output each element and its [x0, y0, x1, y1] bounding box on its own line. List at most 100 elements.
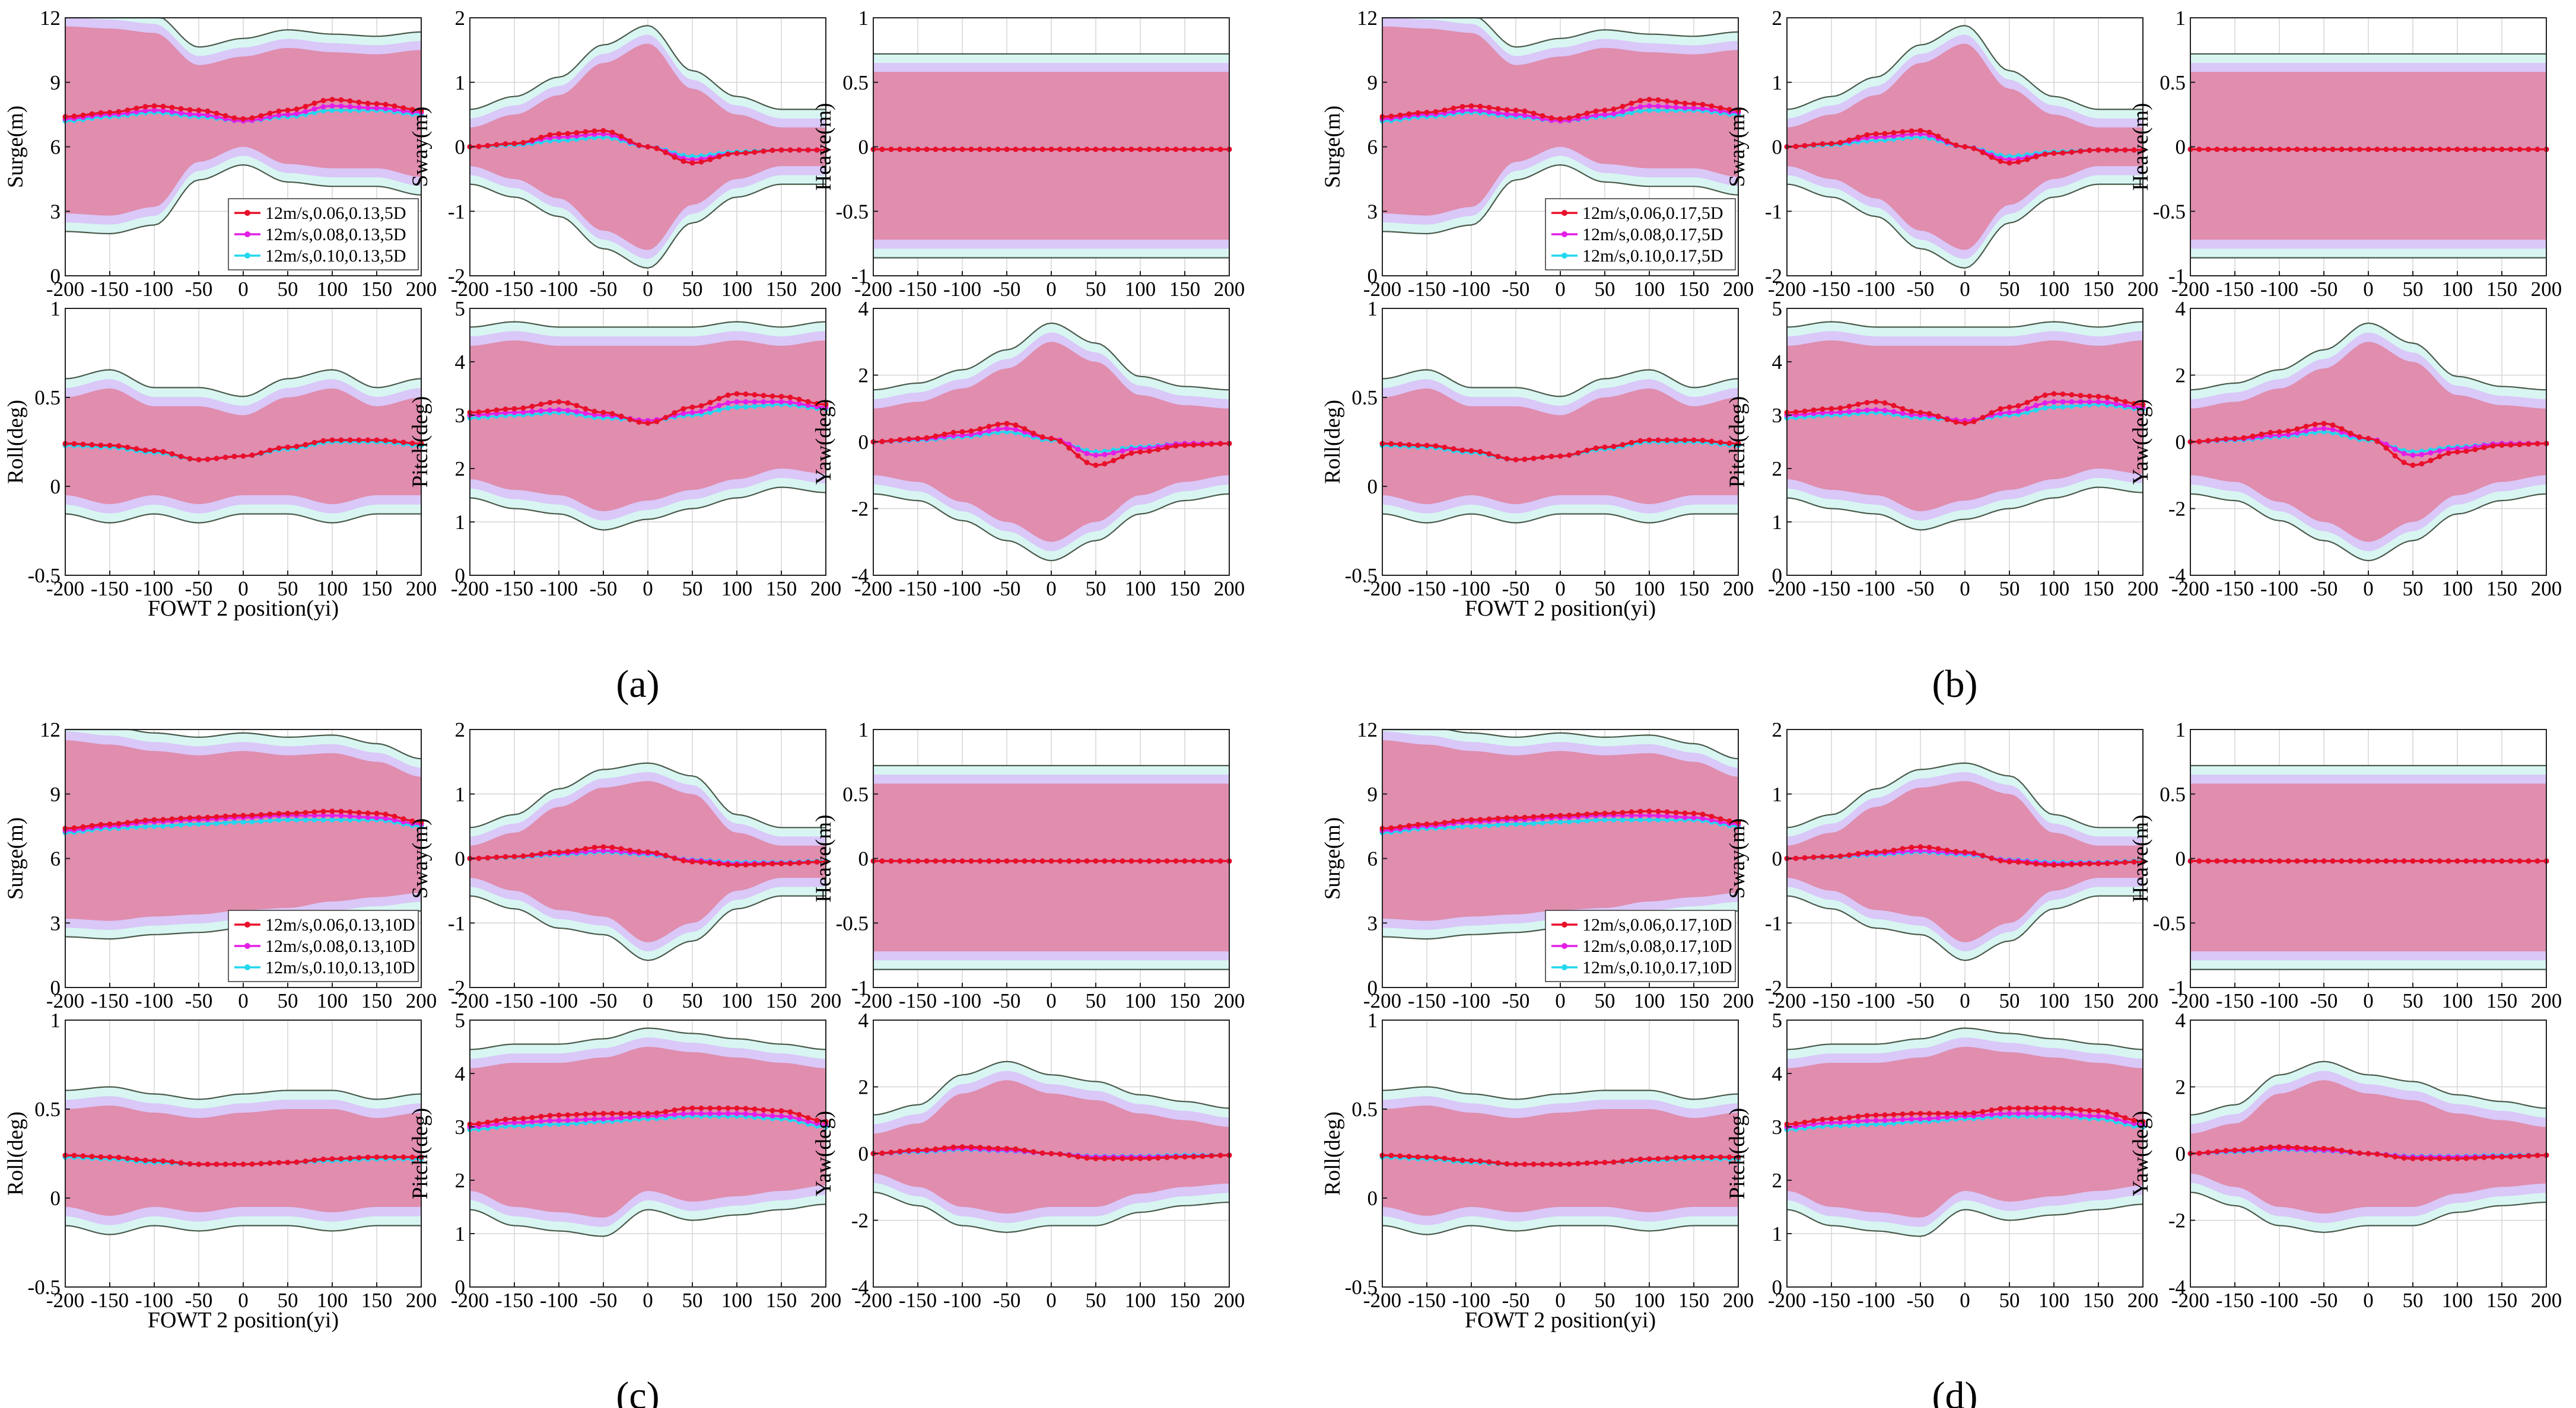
x-tick-label: -200 — [1768, 577, 1806, 600]
y-tick-label: 3 — [50, 200, 61, 223]
series-marker-1 — [214, 455, 220, 461]
series-marker-1 — [196, 1161, 202, 1167]
series-marker-1 — [1593, 1159, 1599, 1165]
series-marker-2 — [329, 103, 335, 109]
x-tick-label: -50 — [993, 577, 1021, 600]
x-tick-label: 50 — [278, 278, 298, 301]
series-marker-1 — [1451, 446, 1456, 452]
series-marker-3 — [294, 817, 300, 823]
series-marker-3 — [311, 817, 317, 823]
series-marker-1 — [796, 1111, 802, 1117]
series-marker-1 — [1700, 438, 1706, 444]
x-tick-label: -100 — [540, 278, 578, 301]
x-tick-label: 0 — [1960, 278, 1970, 301]
series-marker-1 — [2374, 146, 2380, 152]
series-marker-1 — [600, 128, 606, 133]
series-marker-1 — [187, 1161, 193, 1167]
series-marker-1 — [2223, 146, 2229, 152]
series-marker-1 — [1004, 858, 1010, 864]
series-marker-1 — [2490, 443, 2496, 449]
y-tick-label: 0 — [455, 848, 466, 871]
series-marker-1 — [1673, 437, 1679, 443]
series-marker-1 — [583, 846, 589, 852]
band-main — [1787, 1047, 2143, 1218]
series-marker-1 — [1837, 853, 1843, 859]
series-marker-1 — [663, 149, 669, 155]
series-marker-1 — [1459, 104, 1465, 110]
series-marker-1 — [485, 855, 491, 861]
series-marker-2 — [1128, 446, 1134, 452]
series-marker-2 — [1917, 848, 1923, 853]
series-marker-1 — [205, 814, 211, 820]
series-marker-1 — [2534, 858, 2540, 864]
series-marker-3 — [2051, 404, 2057, 410]
y-tick-label: 0 — [1772, 564, 1783, 587]
series-marker-1 — [2517, 146, 2523, 152]
series-marker-1 — [2499, 1154, 2505, 1160]
x-tick-label: 100 — [2038, 577, 2070, 600]
series-marker-1 — [320, 438, 326, 444]
series-marker-2 — [1691, 105, 1697, 111]
legend-marker-3 — [244, 964, 250, 970]
y-tick-label: 3 — [1367, 912, 1378, 935]
series-marker-1 — [734, 862, 740, 868]
series-marker-1 — [2419, 858, 2425, 864]
legend-label: 12m/s,0.08,0.17,10D — [1582, 936, 1732, 956]
series-marker-1 — [959, 1144, 965, 1150]
series-marker-1 — [1111, 1155, 1117, 1161]
series-marker-2 — [796, 401, 802, 407]
series-marker-1 — [1646, 97, 1652, 103]
legend-marker-1 — [1561, 210, 1567, 216]
series-marker-2 — [1004, 426, 1010, 431]
y-tick-label: 4 — [1772, 1062, 1783, 1085]
series-marker-1 — [1102, 858, 1108, 864]
envelope-lower — [65, 513, 421, 524]
series-marker-2 — [609, 1116, 615, 1122]
series-marker-1 — [520, 139, 526, 145]
x-tick-label: 150 — [1169, 989, 1201, 1012]
y-tick-label: 0 — [2176, 431, 2186, 454]
series-marker-2 — [2060, 399, 2066, 404]
panel-label: (c) — [616, 1374, 659, 1408]
series-marker-2 — [1637, 104, 1643, 110]
series-marker-1 — [2069, 862, 2075, 868]
series-marker-1 — [142, 817, 148, 823]
series-marker-1 — [1182, 146, 1188, 152]
series-marker-1 — [547, 132, 553, 138]
y-axis-label: Sway(m) — [408, 818, 432, 899]
y-tick-label: 0 — [455, 564, 466, 587]
series-marker-1 — [2060, 1106, 2066, 1111]
y-axis-label: Yaw(deg) — [2129, 1111, 2153, 1196]
series-marker-1 — [556, 131, 562, 137]
series-marker-1 — [2196, 438, 2202, 444]
band-main — [2190, 1080, 2546, 1214]
series-marker-1 — [2051, 862, 2057, 868]
series-marker-1 — [80, 1153, 86, 1159]
series-marker-1 — [400, 105, 406, 111]
series-marker-1 — [1989, 154, 1995, 160]
series-marker-1 — [285, 107, 291, 113]
series-marker-2 — [2401, 451, 2407, 457]
y-tick-label: -1 — [448, 912, 465, 935]
series-marker-2 — [2428, 450, 2434, 455]
series-marker-2 — [672, 1111, 678, 1117]
series-marker-3 — [1602, 817, 1608, 823]
y-tick-label: 0 — [1367, 265, 1378, 288]
series-marker-1 — [1182, 442, 1188, 448]
series-marker-2 — [160, 108, 166, 114]
x-tick-label: -100 — [1452, 1289, 1490, 1312]
series-marker-1 — [2024, 860, 2030, 866]
series-marker-1 — [1980, 415, 1986, 421]
series-marker-1 — [2006, 160, 2012, 166]
legend-label: 12m/s,0.10,0.17,5D — [1582, 246, 1723, 266]
series-marker-1 — [2312, 1145, 2318, 1151]
y-tick-label: 0 — [1772, 136, 1783, 159]
series-marker-1 — [2365, 1151, 2371, 1157]
series-marker-1 — [2437, 146, 2443, 152]
series-marker-2 — [734, 1111, 740, 1116]
series-marker-1 — [2445, 858, 2451, 864]
series-marker-1 — [2463, 1155, 2469, 1161]
series-marker-1 — [1486, 1159, 1492, 1165]
y-axis-label: Pitch(deg) — [1725, 1108, 1750, 1199]
series-marker-1 — [1700, 811, 1706, 817]
